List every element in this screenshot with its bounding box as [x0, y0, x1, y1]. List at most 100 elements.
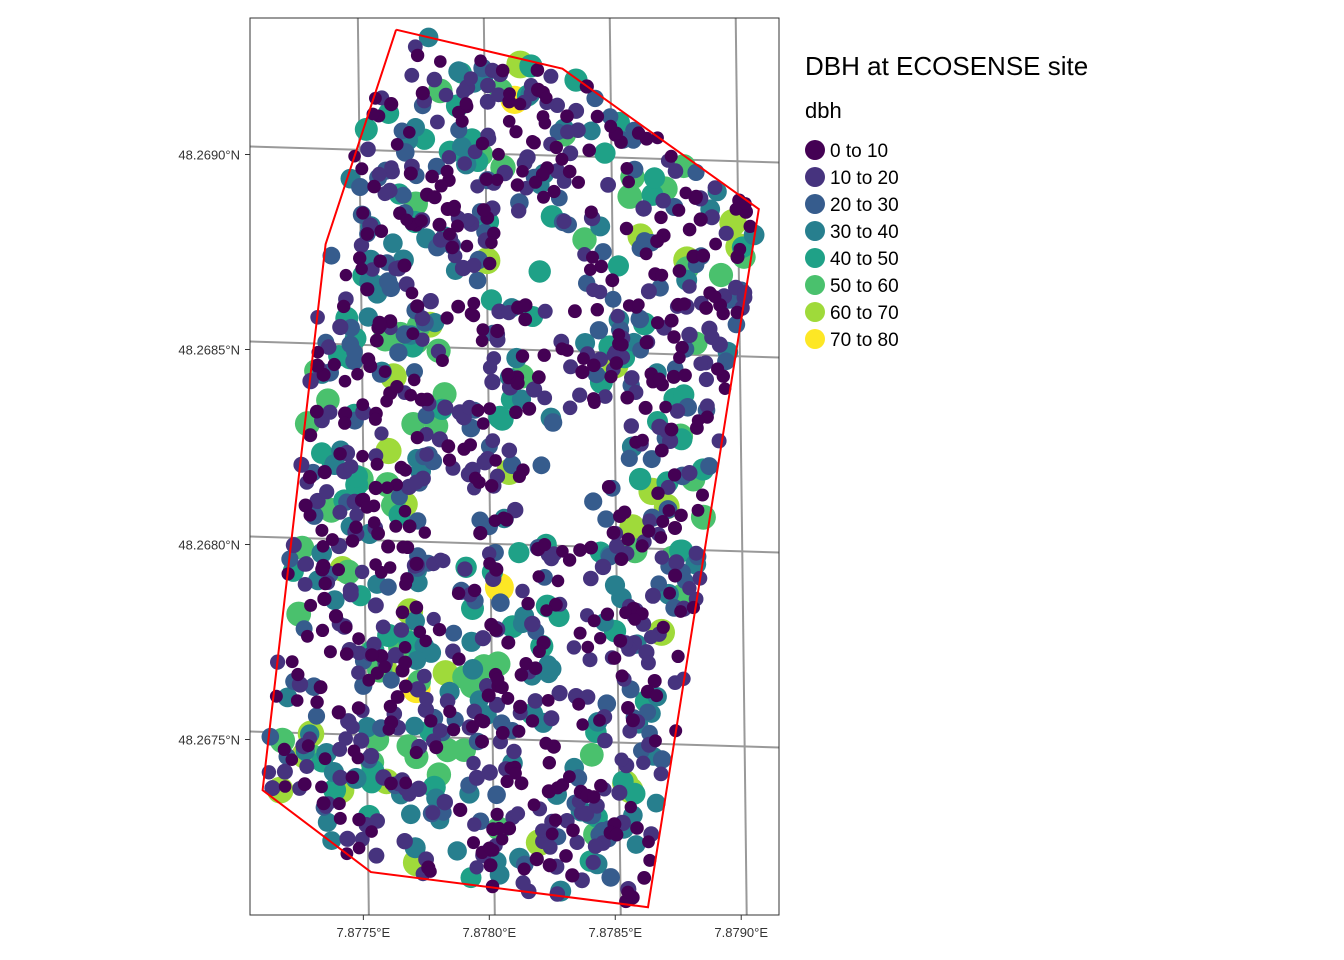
tree-point: [640, 655, 656, 671]
tree-point: [462, 659, 484, 680]
tree-point: [569, 834, 585, 851]
tree-point: [355, 262, 368, 276]
tree-point: [639, 335, 654, 350]
tree-point: [365, 825, 378, 838]
tree-point: [414, 214, 428, 228]
tree-point: [485, 879, 500, 894]
tree-point: [338, 731, 354, 746]
tree-point: [475, 136, 490, 151]
tree-point: [733, 242, 747, 256]
tree-point: [708, 262, 734, 288]
tree-point: [718, 225, 734, 241]
tree-point: [309, 404, 324, 419]
tree-point: [549, 886, 566, 902]
tree-point: [573, 626, 587, 640]
tree-point: [589, 321, 609, 340]
tree-point: [698, 371, 715, 388]
tree-point: [442, 453, 457, 467]
tree-point: [583, 570, 599, 587]
legend-label: 60 to 70: [830, 303, 899, 324]
tree-point: [351, 645, 367, 661]
tree-point: [332, 797, 346, 811]
tree-point: [467, 817, 482, 832]
tree-point: [584, 263, 597, 277]
tree-point: [654, 210, 668, 225]
tree-point: [538, 116, 552, 130]
tree-point: [332, 563, 345, 577]
tree-point: [642, 835, 655, 849]
tree-point: [674, 605, 687, 618]
tree-point: [607, 255, 630, 277]
tree-point: [586, 250, 599, 264]
tree-point: [532, 456, 551, 475]
tree-point: [490, 323, 505, 339]
tree-point: [621, 701, 635, 715]
tree-point: [338, 416, 352, 430]
tree-point: [409, 681, 426, 698]
tree-point: [318, 576, 332, 591]
tree-point: [437, 399, 454, 416]
tree-point: [420, 392, 435, 407]
tree-point: [349, 507, 364, 522]
x-tick-label: 7.8780°E: [462, 925, 516, 940]
tree-point: [345, 720, 360, 735]
tree-point: [656, 515, 670, 528]
tree-point: [407, 373, 421, 387]
tree-point: [615, 669, 629, 683]
tree-point: [452, 136, 472, 157]
tree-point: [551, 685, 568, 702]
tree-point: [484, 62, 501, 79]
y-tick-label: 48.2675°N: [178, 733, 240, 748]
tree-point: [322, 246, 341, 265]
tree-point: [377, 186, 393, 202]
tree-point: [297, 577, 313, 592]
tree-point: [469, 860, 484, 875]
tree-point: [345, 770, 360, 785]
tree-point: [700, 457, 719, 476]
tree-point: [679, 186, 693, 200]
tree-point: [414, 310, 431, 327]
tree-point: [398, 504, 412, 518]
tree-point: [654, 550, 669, 565]
tree-point: [415, 86, 430, 101]
tree-point: [615, 338, 629, 352]
tree-point: [597, 732, 613, 749]
tree-point: [357, 717, 378, 738]
tree-point: [318, 752, 332, 766]
legend-swatch: [805, 221, 825, 241]
tree-point: [620, 390, 635, 405]
tree-point: [568, 304, 582, 319]
tree-point: [513, 699, 528, 715]
tree-point: [457, 156, 473, 171]
tree-point: [624, 800, 637, 814]
plot-panel-border: [249, 17, 780, 916]
tree-point: [360, 141, 376, 158]
tree-point: [537, 348, 551, 362]
tree-point: [410, 431, 424, 445]
tree-point: [594, 142, 616, 164]
tree-point: [316, 540, 330, 553]
tree-point: [556, 213, 572, 230]
tree-point: [585, 854, 601, 871]
tree-point: [601, 868, 620, 887]
tree-point: [597, 694, 617, 713]
legend-label: 20 to 30: [830, 195, 899, 216]
tree-point: [471, 511, 489, 529]
tree-point: [353, 732, 370, 749]
tree-point: [355, 162, 369, 176]
tree-point: [447, 203, 461, 217]
tree-point: [515, 583, 530, 599]
tree-point: [404, 67, 420, 83]
tree-point: [620, 449, 638, 467]
tree-point: [652, 750, 672, 769]
tree-point: [307, 707, 326, 725]
tree-point: [468, 769, 485, 786]
tree-point: [681, 326, 698, 344]
tree-point: [269, 689, 283, 703]
tree-point: [302, 470, 318, 485]
tree-point: [518, 312, 533, 327]
tree-point: [551, 781, 565, 795]
tree-point: [551, 574, 565, 588]
tree-point: [424, 714, 438, 728]
